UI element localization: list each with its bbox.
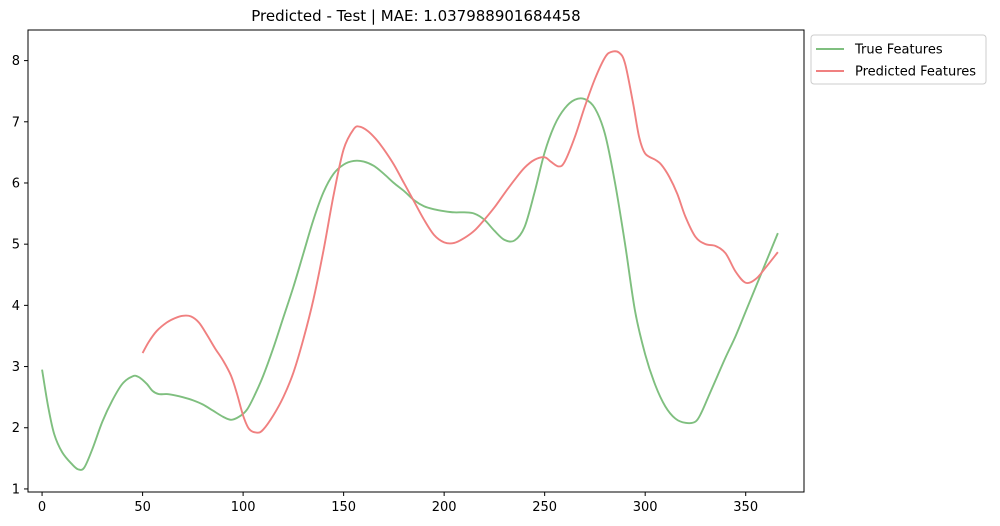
x-tick-label: 100: [231, 500, 256, 515]
axis-layer: 0 50 100 150 200 250 300 350 1 2 3 4 5 6 7 8: [12, 54, 758, 515]
y-tick-label: 8: [12, 54, 20, 69]
series-line-predicted-features: [141, 50, 779, 434]
y-tick-label: 2: [12, 421, 20, 436]
y-tick-label: 6: [12, 176, 20, 191]
x-tick-label: 250: [532, 500, 557, 515]
y-tick-label: 3: [12, 360, 20, 375]
x-tick-label: 0: [38, 500, 46, 515]
plot-area: [27, 29, 805, 493]
series-line-true-features: [41, 97, 779, 471]
x-tick-label: 350: [733, 500, 758, 515]
x-tick-label: 200: [432, 500, 457, 515]
y-tick-label: 5: [12, 238, 20, 253]
chart-title: Predicted - Test | MAE: 1.03798890168445…: [251, 7, 580, 25]
legend-box: [810, 34, 987, 85]
y-tick-label: 1: [12, 482, 20, 497]
legend-label: True Features: [854, 43, 943, 58]
x-tick-label: 150: [331, 500, 356, 515]
legend-label: Predicted Features: [855, 65, 976, 80]
legend: True Features Predicted Features: [810, 34, 987, 85]
series-layer: [41, 50, 779, 471]
x-tick-label: 50: [134, 500, 151, 515]
x-tick-label: 300: [633, 500, 658, 515]
y-tick-label: 7: [12, 115, 20, 130]
y-tick-label: 4: [12, 299, 20, 314]
